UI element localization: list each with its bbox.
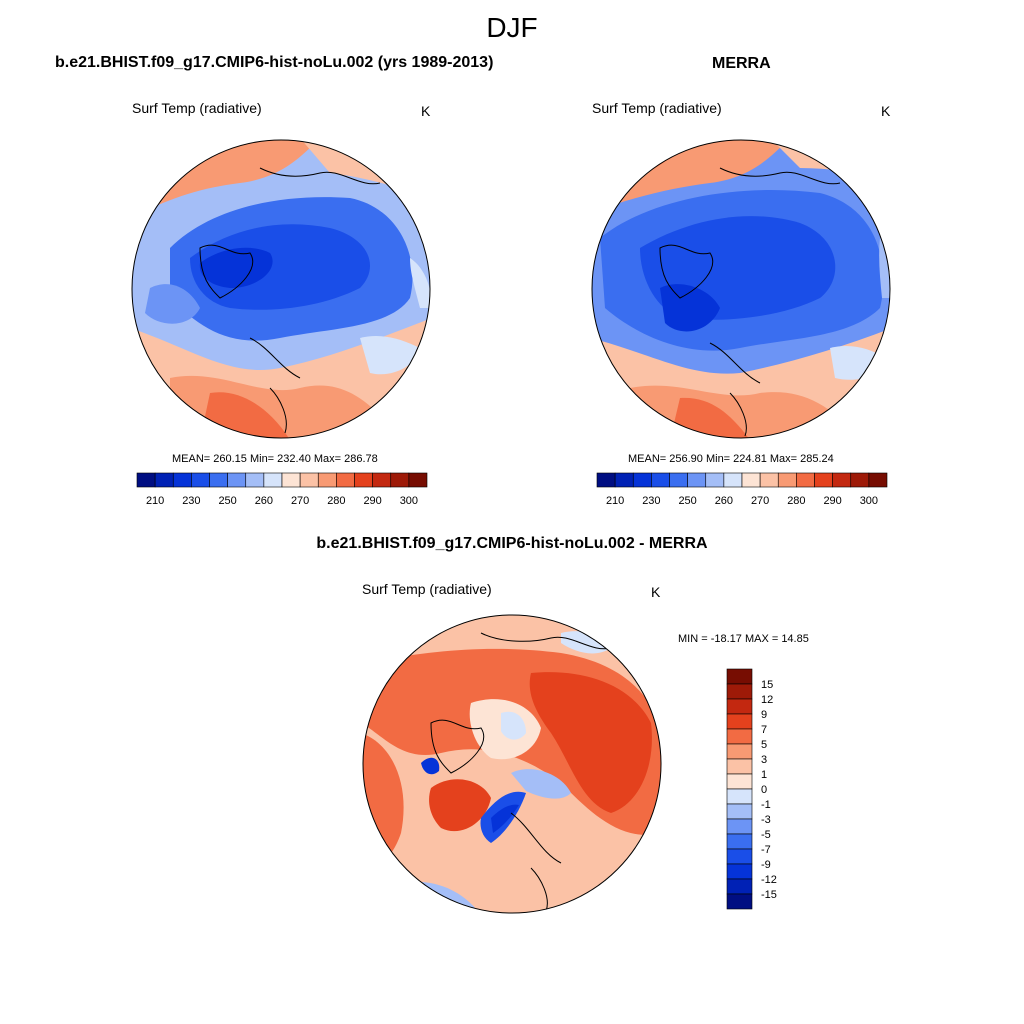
obs-colorbar-swatch xyxy=(796,472,815,488)
diff-colorbar-swatch xyxy=(726,728,753,745)
obs-colorbar-swatch xyxy=(832,472,852,488)
model-colorbar-swatch xyxy=(336,472,355,488)
model-units-label: K xyxy=(421,103,431,119)
diff-colorbar-swatch xyxy=(726,683,753,700)
diff-colorbar-swatch xyxy=(726,698,753,715)
obs-stats: MEAN= 256.90 Min= 224.81 Max= 285.24 xyxy=(628,453,834,465)
diff-colorbar-tick-label: -1 xyxy=(761,799,771,811)
obs-colorbar-swatch xyxy=(814,472,833,488)
diff-colorbar-tick-label: -15 xyxy=(761,889,777,901)
obs-colorbar: 210 230 250 260 270 280 290 300 xyxy=(596,472,888,507)
model-colorbar-swatch xyxy=(191,472,210,488)
model-colorbar: 210 230 250 260 270 280 290 300 xyxy=(136,472,428,507)
model-colorbar-swatch xyxy=(281,472,301,488)
diff-colorbar-swatch xyxy=(726,788,753,805)
diff-colorbar-tick-label: -5 xyxy=(761,829,771,841)
obs-polar-map xyxy=(591,139,891,439)
diff-colorbar-tick-label: 0 xyxy=(761,784,767,796)
diff-colorbar-swatch xyxy=(726,713,753,730)
obs-colorbar-swatch xyxy=(596,472,616,488)
diff-colorbar-tick-label: 12 xyxy=(761,694,773,706)
obs-colorbar-tick-label: 210 xyxy=(606,495,624,507)
model-colorbar-tick-label: 280 xyxy=(327,495,345,507)
obs-colorbar-swatch xyxy=(741,472,761,488)
obs-colorbar-tick-label: 230 xyxy=(642,495,660,507)
model-colorbar-swatch xyxy=(263,472,283,488)
obs-colorbar-swatch xyxy=(669,472,688,488)
model-panel-title: b.e21.BHIST.f09_g17.CMIP6-hist-noLu.002 … xyxy=(55,54,494,71)
model-polar-map xyxy=(131,139,431,439)
model-colorbar-swatch xyxy=(372,472,392,488)
diff-colorbar-swatch xyxy=(726,818,753,835)
model-colorbar-tick-label: 290 xyxy=(363,495,381,507)
model-colorbar-swatch xyxy=(317,472,337,488)
diff-colorbar-swatch xyxy=(726,833,753,850)
diff-colorbar-tick-label: 7 xyxy=(761,724,767,736)
obs-colorbar-swatch xyxy=(850,472,870,488)
model-colorbar-tick-label: 250 xyxy=(218,495,236,507)
diff-colorbar-tick-label: 3 xyxy=(761,754,767,766)
diff-colorbar-swatch xyxy=(726,758,753,775)
diff-colorbar: 15 12 9 7 5 3 1 0 -1 -3 -5 -7 -9 -12 -15 xyxy=(726,668,777,910)
model-colorbar-tick-label: 260 xyxy=(255,495,273,507)
diff-colorbar-tick-label: 9 xyxy=(761,709,767,721)
obs-colorbar-swatch xyxy=(651,472,670,488)
figure-title: DJF xyxy=(486,12,538,43)
model-colorbar-swatch xyxy=(154,472,174,488)
model-colorbar-swatch xyxy=(227,472,247,488)
diff-colorbar-swatch xyxy=(726,848,753,865)
model-colorbar-tick-label: 230 xyxy=(182,495,200,507)
obs-colorbar-tick-label: 250 xyxy=(678,495,696,507)
model-colorbar-swatch xyxy=(390,472,410,488)
model-colorbar-swatch xyxy=(136,472,156,488)
obs-colorbar-swatch xyxy=(759,472,779,488)
diff-colorbar-tick-label: 5 xyxy=(761,739,767,751)
model-variable-label: Surf Temp (radiative) xyxy=(132,100,262,116)
diff-variable-label: Surf Temp (radiative) xyxy=(362,581,492,597)
diff-colorbar-swatch xyxy=(726,863,753,880)
obs-colorbar-swatch xyxy=(687,472,707,488)
model-colorbar-swatch xyxy=(354,472,373,488)
obs-colorbar-tick-label: 280 xyxy=(787,495,805,507)
obs-variable-label: Surf Temp (radiative) xyxy=(592,100,722,116)
model-stats: MEAN= 260.15 Min= 232.40 Max= 286.78 xyxy=(172,453,378,465)
diff-colorbar-swatch xyxy=(726,803,753,820)
diff-colorbar-swatch xyxy=(726,773,753,790)
diff-stats: MIN = -18.17 MAX = 14.85 xyxy=(678,633,809,645)
model-colorbar-swatch xyxy=(299,472,319,488)
model-colorbar-tick-label: 300 xyxy=(400,495,418,507)
diff-colorbar-swatch xyxy=(726,668,753,685)
diff-colorbar-swatch xyxy=(726,893,753,910)
obs-colorbar-swatch xyxy=(777,472,797,488)
model-colorbar-tick-label: 210 xyxy=(146,495,164,507)
obs-units-label: K xyxy=(881,103,891,119)
diff-colorbar-tick-label: -9 xyxy=(761,859,771,871)
diff-colorbar-swatch xyxy=(726,878,753,895)
model-colorbar-swatch xyxy=(408,472,428,488)
diff-colorbar-tick-label: -3 xyxy=(761,814,771,826)
obs-colorbar-tick-label: 260 xyxy=(715,495,733,507)
obs-colorbar-tick-label: 300 xyxy=(860,495,878,507)
diff-colorbar-tick-label: 15 xyxy=(761,679,773,691)
obs-colorbar-swatch xyxy=(614,472,634,488)
diff-colorbar-swatch xyxy=(726,743,753,760)
diff-colorbar-tick-label: 1 xyxy=(761,769,767,781)
obs-colorbar-swatch xyxy=(632,472,652,488)
obs-colorbar-swatch xyxy=(705,472,725,488)
obs-colorbar-tick-label: 290 xyxy=(823,495,841,507)
model-colorbar-swatch xyxy=(245,472,265,488)
diff-panel-title: b.e21.BHIST.f09_g17.CMIP6-hist-noLu.002 … xyxy=(316,535,708,552)
obs-panel-title: MERRA xyxy=(712,55,771,72)
obs-colorbar-tick-label: 270 xyxy=(751,495,769,507)
model-colorbar-tick-label: 270 xyxy=(291,495,309,507)
diff-colorbar-tick-label: -7 xyxy=(761,844,771,856)
model-colorbar-swatch xyxy=(209,472,228,488)
obs-colorbar-swatch xyxy=(868,472,888,488)
model-colorbar-swatch xyxy=(172,472,192,488)
diff-colorbar-tick-label: -12 xyxy=(761,874,777,886)
obs-colorbar-swatch xyxy=(723,472,743,488)
diff-units-label: K xyxy=(651,584,661,600)
diff-polar-map xyxy=(362,614,662,914)
